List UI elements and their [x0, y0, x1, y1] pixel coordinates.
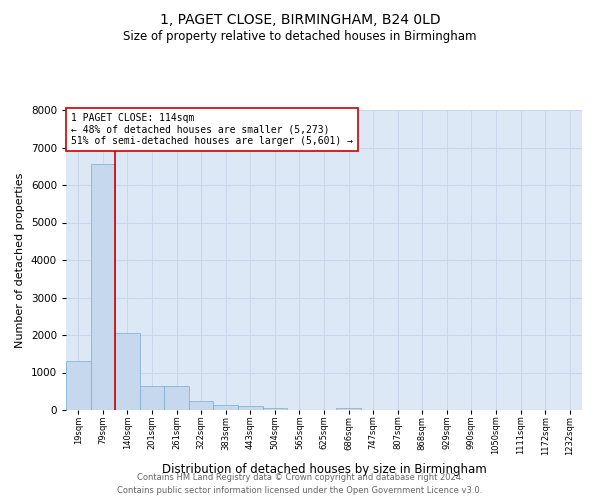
- Bar: [164, 386, 189, 410]
- X-axis label: Distribution of detached houses by size in Birmingham: Distribution of detached houses by size …: [161, 463, 487, 476]
- Bar: [336, 408, 361, 410]
- Bar: [115, 333, 140, 410]
- Bar: [189, 400, 214, 410]
- Bar: [263, 408, 287, 410]
- Bar: [140, 386, 164, 410]
- Text: Size of property relative to detached houses in Birmingham: Size of property relative to detached ho…: [123, 30, 477, 43]
- Text: 1, PAGET CLOSE, BIRMINGHAM, B24 0LD: 1, PAGET CLOSE, BIRMINGHAM, B24 0LD: [160, 12, 440, 26]
- Bar: [91, 164, 115, 410]
- Bar: [214, 405, 238, 410]
- Text: Contains HM Land Registry data © Crown copyright and database right 2024.
Contai: Contains HM Land Registry data © Crown c…: [118, 473, 482, 495]
- Text: 1 PAGET CLOSE: 114sqm
← 48% of detached houses are smaller (5,273)
51% of semi-d: 1 PAGET CLOSE: 114sqm ← 48% of detached …: [71, 113, 353, 146]
- Bar: [238, 406, 263, 410]
- Y-axis label: Number of detached properties: Number of detached properties: [15, 172, 25, 348]
- Bar: [66, 361, 91, 410]
